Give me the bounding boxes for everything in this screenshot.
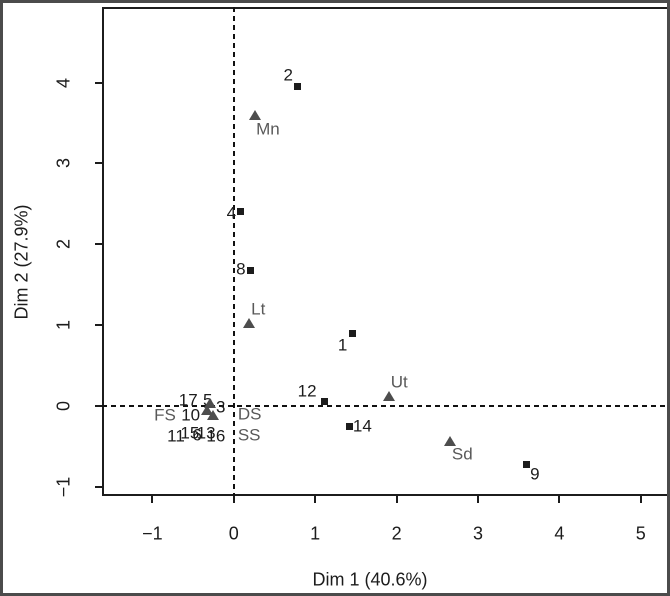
scatter-point-square	[236, 208, 244, 216]
scatter-point-triangle	[383, 391, 396, 402]
x-axis-tick	[558, 496, 561, 503]
scatter-point-triangle	[206, 409, 219, 420]
site-label: 11	[167, 426, 185, 446]
y-axis-tick	[95, 243, 102, 246]
site-label: 9	[530, 464, 540, 484]
site-label: 2	[283, 65, 294, 85]
y-axis-tick	[95, 81, 102, 84]
x-axis-tick	[151, 496, 154, 503]
x-axis-tick-label: −1	[142, 523, 163, 544]
scatter-point-square	[523, 461, 531, 469]
x-axis-tick	[477, 496, 479, 503]
scatter-point-triangle	[444, 436, 457, 447]
x-axis-tick	[395, 496, 398, 503]
variable-label: FS	[154, 405, 176, 425]
scatter-point-square	[293, 83, 301, 91]
site-label: 8	[236, 259, 246, 279]
site-label: 13	[196, 423, 216, 443]
y-axis-tick	[95, 162, 102, 165]
site-label: 1	[337, 335, 348, 355]
scatter-point-square	[247, 266, 255, 274]
site-label: 6	[192, 425, 202, 445]
x-axis-tick-label: 0	[228, 523, 239, 544]
scatter-point-square	[349, 329, 357, 337]
zero-vline	[232, 7, 235, 496]
site-label: 4	[226, 203, 237, 223]
y-axis-tick-label: 4	[53, 77, 74, 88]
variable-label: Ut	[390, 372, 408, 392]
x-axis-tick-label: 3	[472, 523, 484, 544]
site-label: 17	[178, 390, 198, 410]
y-axis-tick-label: 2	[53, 239, 74, 250]
y-axis-tick-label: 1	[53, 319, 74, 331]
site-label: 14	[352, 416, 372, 436]
x-axis-title: Dim 1 (40.6%)	[312, 569, 428, 590]
y-axis-tick-label: 3	[53, 158, 74, 169]
site-label: 10	[181, 405, 201, 425]
y-axis-tick	[95, 324, 102, 326]
x-axis-tick	[639, 496, 642, 503]
variable-label: Lt	[251, 299, 266, 319]
scatter-point-square	[320, 398, 328, 406]
variable-label: Mn	[256, 119, 280, 139]
scatter-point-triangle	[248, 109, 261, 120]
site-label: 16	[206, 426, 226, 446]
y-axis-tick-label: 0	[53, 400, 74, 411]
x-axis-tick-label: 1	[310, 523, 321, 544]
y-axis-tick	[95, 485, 102, 488]
y-axis-title: Dim 2 (27.9%)	[11, 204, 32, 320]
site-label: 3	[216, 397, 226, 417]
x-axis-tick-label: 4	[554, 523, 565, 544]
scatter-point-triangle	[204, 398, 217, 409]
scatter-point-square	[345, 422, 353, 430]
site-label: 15	[180, 423, 200, 443]
zero-hline	[102, 404, 667, 407]
site-label: 12	[297, 381, 317, 401]
variable-label: SS	[237, 425, 261, 445]
x-axis-tick	[232, 496, 235, 503]
scatter-point-triangle	[243, 318, 256, 329]
x-axis-tick-label: 2	[391, 523, 402, 544]
plot-box	[102, 7, 667, 496]
x-axis-tick	[314, 496, 317, 503]
x-axis-tick-label: 5	[635, 523, 646, 544]
variable-label: Sd	[451, 444, 473, 464]
variable-label: DS	[237, 404, 262, 424]
y-axis-tick-label: −1	[53, 476, 74, 497]
y-axis-tick	[95, 404, 102, 407]
